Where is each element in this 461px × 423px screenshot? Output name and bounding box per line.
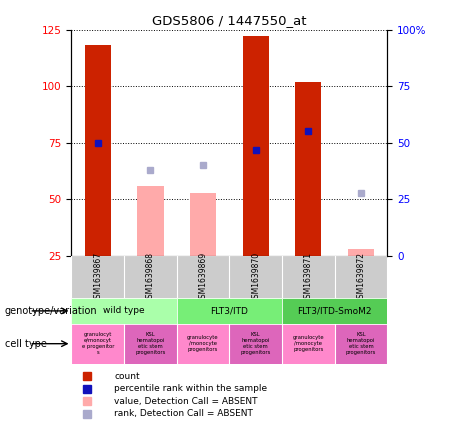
Text: granulocyt
e/monocyt
e progenitor
s: granulocyt e/monocyt e progenitor s bbox=[82, 332, 114, 355]
Text: granulocyte
/monocyte
progenitors: granulocyte /monocyte progenitors bbox=[292, 335, 324, 352]
Text: wild type: wild type bbox=[103, 306, 145, 316]
Bar bbox=[335, 256, 387, 298]
Bar bbox=[177, 256, 229, 298]
Text: KSL
hematopoi
etic stem
progenitors: KSL hematopoi etic stem progenitors bbox=[135, 332, 165, 355]
Bar bbox=[71, 298, 177, 324]
Bar bbox=[242, 36, 269, 256]
Bar bbox=[85, 45, 111, 256]
Bar bbox=[124, 324, 177, 364]
Bar bbox=[229, 324, 282, 364]
Bar bbox=[71, 324, 124, 364]
Title: GDS5806 / 1447550_at: GDS5806 / 1447550_at bbox=[152, 14, 307, 27]
Bar bbox=[282, 324, 335, 364]
Text: GSM1639871: GSM1639871 bbox=[304, 252, 313, 302]
Text: FLT3/ITD-SmoM2: FLT3/ITD-SmoM2 bbox=[297, 306, 372, 316]
Text: GSM1639867: GSM1639867 bbox=[93, 252, 102, 302]
Text: genotype/variation: genotype/variation bbox=[5, 306, 97, 316]
Bar bbox=[177, 324, 229, 364]
Text: KSL
hematopoi
etic stem
progenitors: KSL hematopoi etic stem progenitors bbox=[241, 332, 271, 355]
Text: GSM1639870: GSM1639870 bbox=[251, 252, 260, 302]
Bar bbox=[71, 256, 124, 298]
Text: granulocyte
/monocyte
progenitors: granulocyte /monocyte progenitors bbox=[187, 335, 219, 352]
Text: percentile rank within the sample: percentile rank within the sample bbox=[114, 384, 267, 393]
Bar bbox=[282, 256, 335, 298]
Bar bbox=[348, 249, 374, 256]
Text: count: count bbox=[114, 372, 140, 381]
Text: FLT3/ITD: FLT3/ITD bbox=[210, 306, 248, 316]
Text: GSM1639872: GSM1639872 bbox=[356, 252, 366, 302]
Bar bbox=[190, 192, 216, 256]
Bar bbox=[229, 256, 282, 298]
Text: cell type: cell type bbox=[5, 339, 47, 349]
Text: value, Detection Call = ABSENT: value, Detection Call = ABSENT bbox=[114, 397, 258, 406]
Bar bbox=[295, 82, 321, 256]
Text: KSL
hematopoi
etic stem
progenitors: KSL hematopoi etic stem progenitors bbox=[346, 332, 376, 355]
Text: rank, Detection Call = ABSENT: rank, Detection Call = ABSENT bbox=[114, 409, 253, 418]
Bar bbox=[124, 256, 177, 298]
Text: GSM1639868: GSM1639868 bbox=[146, 252, 155, 302]
Bar bbox=[137, 186, 164, 256]
Text: GSM1639869: GSM1639869 bbox=[199, 252, 207, 302]
Bar bbox=[177, 298, 282, 324]
Bar bbox=[335, 324, 387, 364]
Bar bbox=[282, 298, 387, 324]
